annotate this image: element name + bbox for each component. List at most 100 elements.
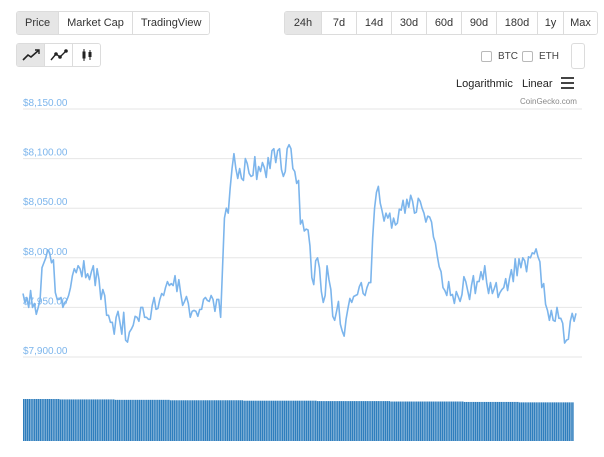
volume-bar — [267, 400, 269, 441]
volume-bar — [386, 401, 389, 441]
volume-bar — [434, 401, 436, 441]
volume-bar — [300, 400, 302, 441]
volume-bar — [412, 401, 414, 441]
volume-bar — [360, 401, 363, 441]
volume-bar — [375, 401, 378, 441]
range-7d[interactable]: 7d — [322, 12, 357, 34]
volume-bar — [456, 401, 458, 441]
tab-tradingview[interactable]: TradingView — [132, 12, 210, 34]
range-90d[interactable]: 90d — [462, 12, 497, 34]
btc-compare-toggle[interactable]: BTC — [481, 51, 518, 62]
volume-bar — [291, 400, 293, 441]
btc-checkbox[interactable] — [481, 51, 492, 62]
volume-bar — [177, 400, 179, 441]
range-180d[interactable]: 180d — [497, 12, 538, 34]
volume-bar — [458, 401, 460, 441]
volume-bar — [237, 400, 240, 441]
volume-bar — [562, 402, 565, 441]
linear-scale-button[interactable]: Linear — [522, 78, 553, 90]
volume-bar — [250, 400, 253, 441]
volume-bar — [357, 401, 359, 441]
tab-price[interactable]: Price — [17, 12, 60, 34]
volume-bar — [294, 400, 297, 441]
volume-bar — [263, 400, 266, 441]
logarithmic-scale-button[interactable]: Logarithmic — [456, 78, 513, 90]
volume-bar — [107, 399, 109, 441]
volume-bar — [414, 401, 416, 441]
volume-bar — [542, 402, 545, 441]
volume-bar — [190, 400, 192, 441]
hamburger-menu-icon[interactable] — [561, 77, 574, 89]
volume-bar — [447, 401, 449, 441]
volume-bar — [285, 400, 288, 441]
volume-bar — [35, 399, 38, 441]
volume-bar — [340, 401, 343, 441]
volume-bar — [553, 402, 556, 441]
volume-bar — [135, 399, 137, 441]
extra-option-box[interactable] — [571, 43, 585, 69]
volume-bar — [496, 401, 499, 441]
volume-bar — [52, 399, 54, 441]
volume-bar — [195, 400, 198, 441]
candlestick-chart-button[interactable] — [73, 44, 100, 66]
volume-bar — [208, 400, 210, 441]
volume-bar — [487, 401, 490, 441]
volume-bar — [335, 401, 337, 441]
eth-compare-toggle[interactable]: ETH — [522, 51, 559, 62]
range-1y[interactable]: 1y — [538, 12, 564, 34]
volume-bar — [557, 402, 559, 441]
volume-bar — [265, 400, 267, 441]
volume-bar — [254, 400, 256, 441]
volume-bar — [467, 401, 469, 441]
volume-bar — [471, 401, 473, 441]
volume-bar — [326, 401, 328, 441]
volume-bar — [87, 399, 89, 441]
volume-bar — [168, 399, 170, 441]
volume-bar — [427, 401, 429, 441]
volume-bar — [100, 399, 102, 441]
volume-bar — [281, 400, 284, 441]
volume-bar — [439, 401, 442, 441]
range-max[interactable]: Max — [564, 12, 597, 34]
range-30d[interactable]: 30d — [392, 12, 427, 34]
volume-bar — [506, 401, 508, 441]
volume-bar — [92, 399, 95, 441]
line-chart-button[interactable] — [17, 44, 45, 66]
volume-bar — [452, 401, 455, 441]
volume-bar — [520, 402, 523, 441]
view-tabs: Price Market Cap TradingView — [16, 11, 211, 35]
volume-bar — [78, 399, 80, 441]
volume-bar — [122, 399, 124, 441]
volume-bar — [89, 399, 91, 441]
range-60d[interactable]: 60d — [427, 12, 462, 34]
candlestick-chart-icon — [82, 49, 91, 61]
volume-bar — [184, 400, 187, 441]
volume-bar — [474, 401, 477, 441]
volume-bar — [239, 400, 242, 441]
volume-bar — [395, 401, 398, 441]
volume-bar — [333, 401, 335, 441]
volume-bar — [129, 399, 132, 441]
range-24h[interactable]: 24h — [285, 12, 322, 34]
volume-bar — [296, 400, 299, 441]
volume-bar — [480, 401, 482, 441]
volume-bar — [182, 400, 185, 441]
volume-bar — [138, 399, 141, 441]
volume-bar — [147, 399, 150, 441]
volume-bar — [531, 402, 534, 441]
tab-market-cap[interactable]: Market Cap — [59, 12, 133, 34]
volume-bar — [318, 401, 321, 441]
eth-checkbox[interactable] — [522, 51, 533, 62]
volume-bar — [410, 401, 413, 441]
volume-bar — [171, 400, 174, 441]
volume-bar — [219, 400, 222, 441]
volume-bar — [307, 400, 310, 441]
y-tick-label: $8,050.00 — [23, 197, 68, 208]
range-14d[interactable]: 14d — [357, 12, 392, 34]
volume-bar — [469, 401, 471, 441]
volume-bar — [482, 401, 484, 441]
line-markers-chart-button[interactable] — [45, 44, 73, 66]
volume-bar — [158, 399, 161, 441]
volume-bar — [149, 399, 152, 441]
volume-bar — [338, 401, 341, 441]
